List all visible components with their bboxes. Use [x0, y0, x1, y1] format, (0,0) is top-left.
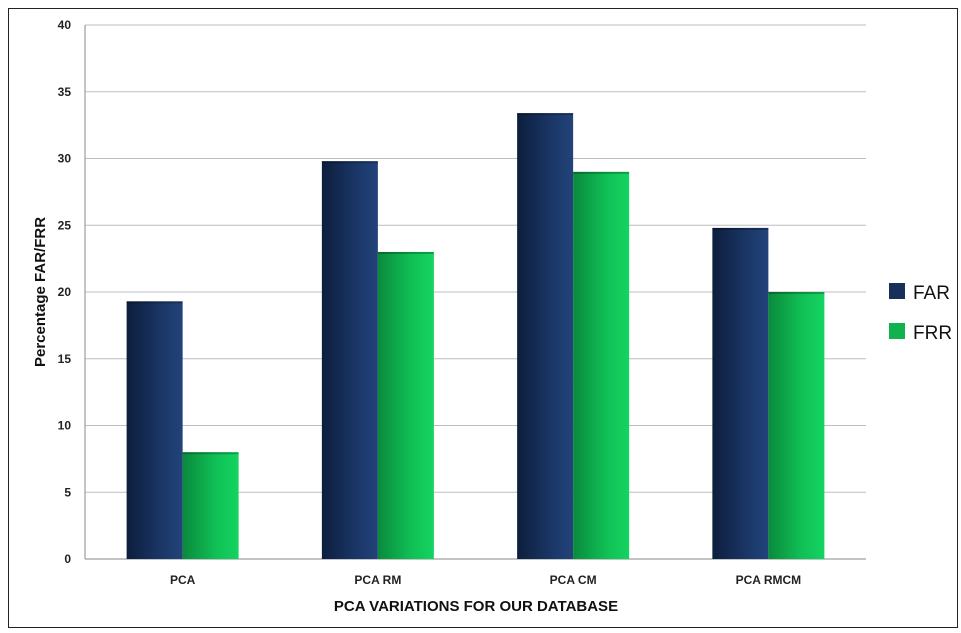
bar-top-edge — [573, 171, 630, 174]
bar-far — [126, 301, 183, 559]
bar-frr — [182, 452, 239, 559]
bar-frr — [377, 251, 434, 559]
y-tick-label: 30 — [58, 152, 72, 166]
bar-top-edge — [768, 292, 825, 294]
y-tick-label: 20 — [58, 285, 72, 299]
bars — [126, 113, 825, 560]
bar-top-edge — [126, 301, 183, 304]
bar-top-edge — [377, 251, 434, 254]
y-tick-label: 5 — [64, 485, 71, 499]
bar-far — [321, 161, 378, 560]
y-tick-label: 40 — [58, 18, 72, 32]
x-tick-label: PCA RM — [354, 573, 401, 587]
bar-top-edge — [321, 161, 378, 164]
x-tick-label: PCA RMCM — [736, 573, 802, 587]
x-axis-ticks: PCA PCA RM PCA CM PCA RMCM — [170, 573, 801, 587]
bar-top-edge — [712, 227, 769, 230]
y-tick-label: 15 — [58, 352, 72, 366]
y-axis-title: Percentage FAR/FRR — [32, 217, 49, 367]
legend-swatch-far — [889, 283, 905, 299]
x-tick-label: PCA — [170, 573, 196, 587]
x-tick-label: PCA CM — [550, 573, 597, 587]
y-tick-label: 35 — [58, 85, 72, 99]
bar-far — [712, 227, 769, 560]
y-axis-ticks: 0 5 10 15 20 25 30 35 40 — [58, 18, 72, 566]
legend: FAR FRR — [889, 283, 952, 344]
legend-label-frr: FRR — [913, 323, 952, 344]
bar-top-edge — [182, 452, 239, 455]
y-tick-label: 10 — [58, 419, 72, 433]
y-tick-label: 25 — [58, 218, 72, 232]
bar-frr — [573, 171, 630, 559]
legend-swatch-frr — [889, 323, 905, 339]
legend-label-far: FAR — [913, 283, 950, 304]
x-axis-title: PCA VARIATIONS FOR OUR DATABASE — [334, 598, 618, 615]
bar-frr — [768, 292, 825, 559]
y-tick-label: 0 — [64, 552, 71, 566]
bar-top-edge — [517, 113, 574, 116]
bar-far — [517, 113, 574, 560]
